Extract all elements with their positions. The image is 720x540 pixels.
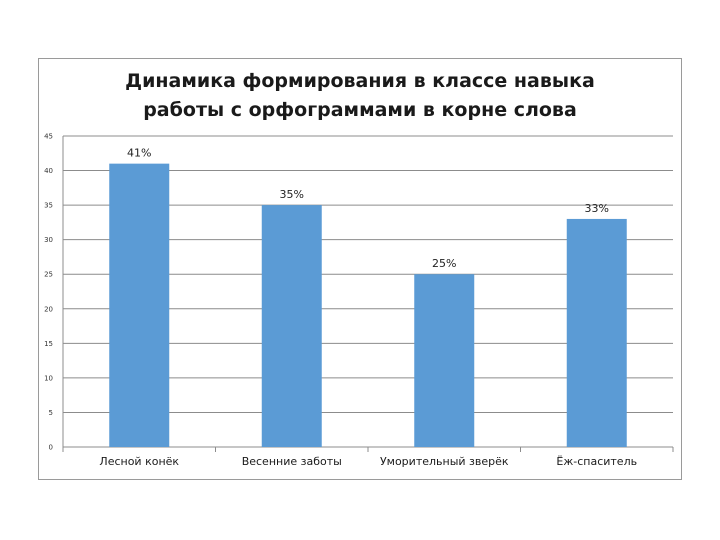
- y-tick-label: 10: [44, 374, 53, 382]
- y-tick-label: 35: [44, 202, 53, 210]
- data-label: 25%: [432, 257, 456, 270]
- y-tick-label: 5: [49, 409, 53, 417]
- category-label: Уморительный зверёк: [380, 455, 509, 468]
- y-tick-label: 0: [49, 444, 53, 452]
- bar-1: [109, 163, 170, 447]
- y-tick-label: 30: [44, 236, 53, 244]
- chart-title: Динамика формирования в классе навыка ра…: [39, 67, 681, 125]
- chart-title-line-1: Динамика формирования в классе навыка: [125, 70, 595, 92]
- bar-2: [261, 205, 322, 447]
- category-label: Лесной конёк: [99, 455, 179, 468]
- bar-3: [414, 274, 475, 447]
- y-tick-label: 45: [44, 133, 53, 141]
- bar-4: [566, 218, 627, 447]
- chart-title-line-2: работы с орфограммами в корне слова: [143, 99, 577, 121]
- y-tick-label: 15: [44, 340, 53, 348]
- data-label: 33%: [585, 202, 609, 215]
- y-tick-label: 25: [44, 271, 53, 279]
- y-tick-label: 20: [44, 305, 53, 313]
- y-tick-label: 40: [44, 167, 53, 175]
- plot-area: 0 5 10 15 20 25 30 35 40 45 41% Лесной конёк 35% Весе…: [44, 133, 674, 468]
- category-label: Ёж-спаситель: [556, 455, 637, 468]
- category-label: Весенние заботы: [242, 455, 342, 468]
- chart-frame: Динамика формирования в классе навыка ра…: [38, 58, 682, 480]
- data-label: 41%: [127, 147, 151, 160]
- data-label: 35%: [280, 188, 304, 201]
